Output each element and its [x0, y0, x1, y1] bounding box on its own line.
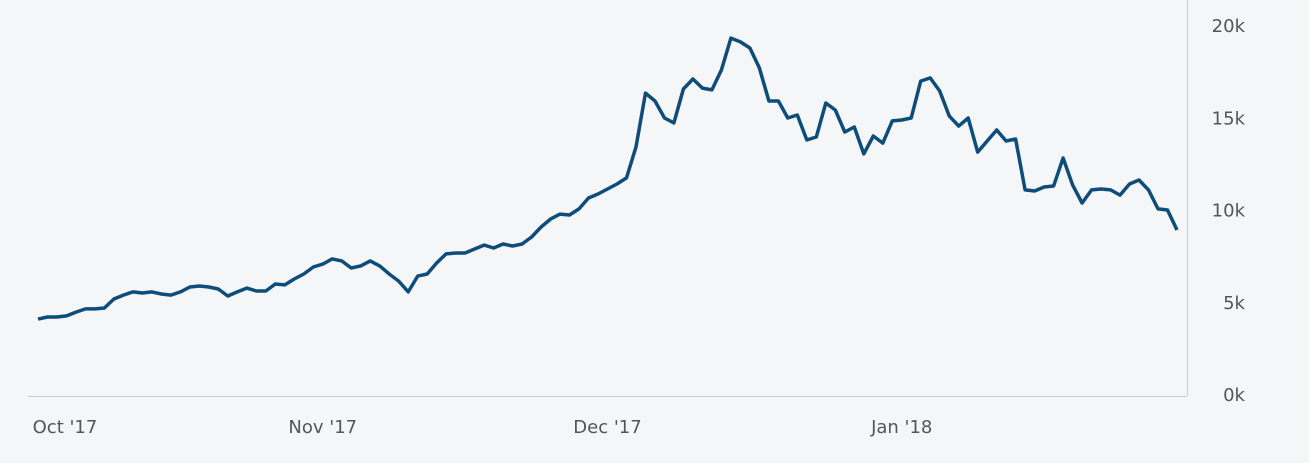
y-tick-label: 0k — [1223, 385, 1245, 406]
y-tick-label: 10k — [1212, 201, 1246, 222]
y-tick-label: 5k — [1223, 293, 1245, 314]
x-tick-label: Nov '17 — [288, 417, 357, 438]
y-tick-label: 20k — [1212, 16, 1246, 37]
y-tick-label: 15k — [1212, 108, 1246, 129]
x-tick-label: Dec '17 — [573, 417, 641, 438]
price-line — [37, 36, 1179, 321]
x-tick-label: Oct '17 — [33, 417, 98, 438]
x-tick-label: Jan '18 — [870, 417, 932, 438]
